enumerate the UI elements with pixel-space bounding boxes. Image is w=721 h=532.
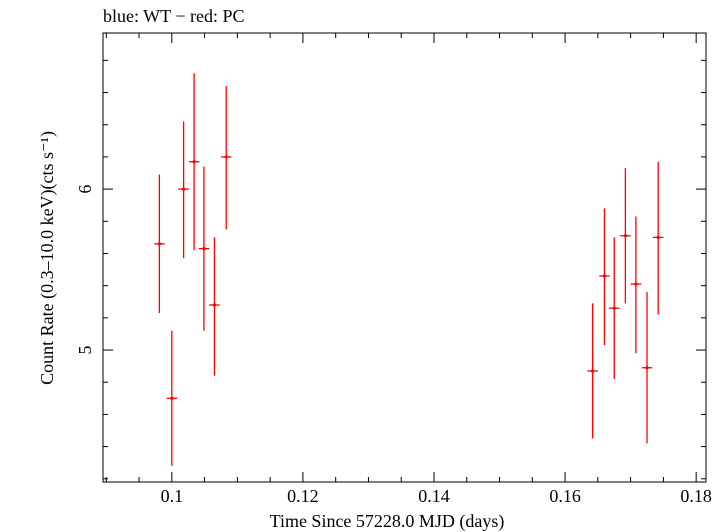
data-point	[641, 292, 653, 444]
point-marker	[656, 235, 660, 239]
data-points	[154, 73, 664, 466]
y-tick-label: 5	[75, 346, 95, 355]
point-marker	[591, 369, 595, 373]
point-marker	[212, 303, 217, 307]
point-marker	[623, 234, 627, 238]
point-marker	[182, 187, 186, 191]
data-point	[209, 237, 220, 376]
data-point	[630, 216, 642, 354]
point-marker	[612, 306, 616, 310]
y-tick-label: 6	[75, 185, 95, 194]
x-tick-label: 0.18	[680, 486, 712, 506]
data-point	[620, 168, 631, 304]
data-point	[652, 161, 664, 315]
point-marker	[192, 160, 196, 164]
point-marker	[634, 282, 638, 286]
point-marker	[157, 242, 161, 246]
data-point	[154, 174, 165, 314]
data-point	[166, 330, 178, 466]
x-tick-label: 0.1	[161, 486, 184, 506]
x-tick-label: 0.14	[418, 486, 450, 506]
axes: 0.1 0.12 0.14 0.16 0.18 5 6	[75, 33, 712, 506]
data-point	[188, 73, 200, 251]
chart-title: blue: WT − red: PC	[103, 6, 244, 26]
data-point	[178, 121, 189, 259]
data-point	[220, 86, 232, 230]
data-point	[599, 208, 610, 346]
y-axis-label: Count Rate (0.3–10.0 keV)(cts s⁻¹)	[37, 131, 58, 385]
point-marker	[645, 366, 649, 370]
point-marker	[224, 155, 228, 159]
data-point	[198, 166, 210, 331]
plot-frame	[102, 32, 707, 483]
data-point	[608, 237, 620, 380]
point-marker	[602, 274, 607, 278]
point-marker	[170, 396, 174, 400]
point-marker	[202, 247, 206, 251]
x-tick-label: 0.16	[549, 486, 581, 506]
data-point	[587, 303, 598, 439]
x-tick-label: 0.12	[287, 486, 319, 506]
x-axis-label: Time Since 57228.0 MJD (days)	[270, 511, 505, 532]
